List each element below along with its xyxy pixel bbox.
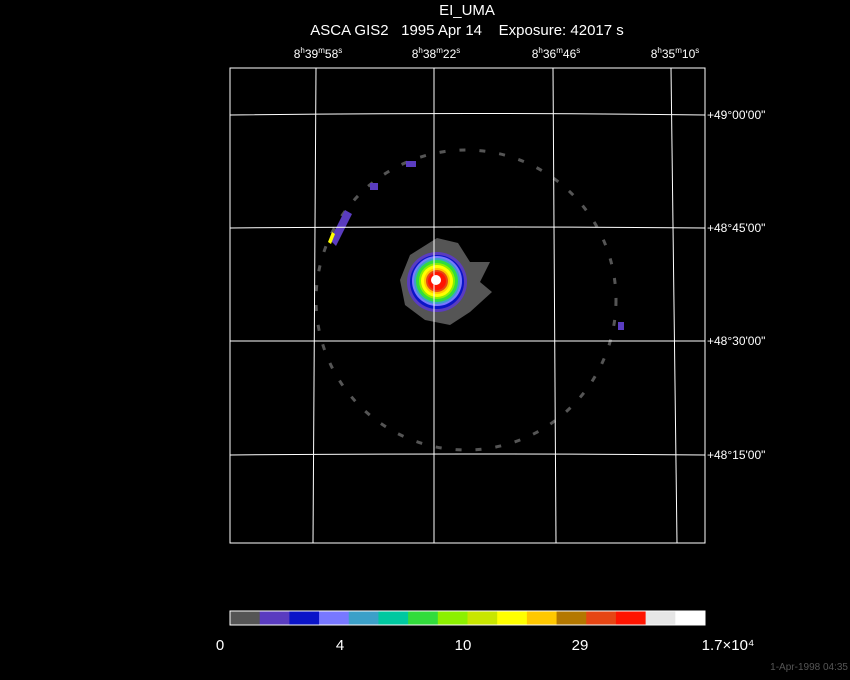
colorbar-swatch bbox=[289, 611, 320, 625]
ra-label: 8h39m58s bbox=[294, 46, 343, 61]
title: EI_UMA bbox=[439, 2, 495, 19]
ra-label: 8h38m22s bbox=[412, 46, 461, 61]
colorbar-swatch bbox=[586, 611, 617, 625]
ra-labels: 8h39m58s 8h38m22s 8h36m46s 8h35m10s bbox=[294, 46, 700, 61]
colorbar-frame bbox=[229, 610, 706, 626]
ring-bright bbox=[618, 322, 624, 330]
colorbar-swatch bbox=[408, 611, 439, 625]
colorbar-label: 1.7×10⁴ bbox=[702, 637, 755, 654]
ring-bright bbox=[370, 183, 378, 190]
dec-label: +49°00'00" bbox=[707, 108, 765, 122]
dec-label: +48°45'00" bbox=[707, 221, 765, 235]
dec-labels: +49°00'00" +48°45'00" +48°30'00" +48°15'00" bbox=[707, 108, 765, 462]
colorbar-swatch bbox=[230, 611, 261, 625]
dec-line bbox=[229, 226, 706, 229]
colorbar-swatch bbox=[526, 611, 558, 625]
colorbar-swatch bbox=[467, 611, 498, 625]
subtitle: ASCA GIS2 1995 Apr 14 Exposure: 42017 s bbox=[310, 22, 624, 39]
ra-line bbox=[552, 67, 557, 544]
colorbar-swatch bbox=[259, 611, 290, 625]
colorbar-swatch bbox=[615, 611, 647, 625]
image bbox=[314, 148, 624, 452]
coordinate-grid bbox=[229, 67, 706, 544]
ring bbox=[314, 148, 618, 452]
colorbar-swatch bbox=[348, 611, 379, 625]
ring-bright bbox=[406, 161, 416, 167]
dec-line bbox=[229, 453, 706, 456]
colorbar-swatch bbox=[437, 611, 468, 625]
colorbar-swatch bbox=[645, 611, 676, 625]
dec-label: +48°15'00" bbox=[707, 448, 765, 462]
colorbar: 0 4 10 29 1.7×10⁴ bbox=[216, 610, 755, 654]
ring-bright bbox=[328, 232, 335, 244]
plot-frame bbox=[229, 67, 706, 544]
colorbar-swatch bbox=[497, 611, 528, 625]
colorbar-label: 29 bbox=[572, 637, 589, 654]
colorbar-label: 10 bbox=[455, 637, 472, 654]
source bbox=[400, 238, 492, 325]
colorbar-label: 0 bbox=[216, 637, 224, 654]
ra-label: 8h36m46s bbox=[532, 46, 581, 61]
colorbar-swatch bbox=[378, 611, 409, 625]
colorbar-swatch bbox=[319, 611, 350, 625]
colorbar-label: 4 bbox=[336, 637, 344, 654]
dec-line bbox=[229, 113, 706, 116]
ra-line bbox=[312, 67, 317, 544]
ra-line bbox=[670, 67, 678, 544]
timestamp: 1-Apr-1998 04:35 bbox=[770, 662, 848, 673]
colorbar-swatch bbox=[675, 611, 706, 625]
ra-label: 8h35m10s bbox=[651, 46, 700, 61]
dec-line bbox=[229, 340, 706, 342]
dec-label: +48°30'00" bbox=[707, 334, 765, 348]
ring-bright bbox=[330, 210, 352, 246]
colorbar-swatch bbox=[556, 611, 587, 625]
